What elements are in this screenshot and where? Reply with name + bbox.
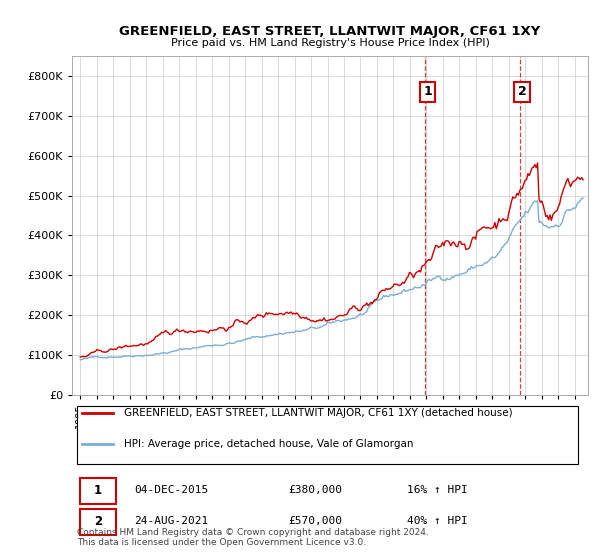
Text: Contains HM Land Registry data © Crown copyright and database right 2024.
This d: Contains HM Land Registry data © Crown c…	[77, 528, 429, 547]
FancyBboxPatch shape	[80, 478, 116, 504]
Text: GREENFIELD, EAST STREET, LLANTWIT MAJOR, CF61 1XY: GREENFIELD, EAST STREET, LLANTWIT MAJOR,…	[119, 25, 541, 38]
Text: 40% ↑ HPI: 40% ↑ HPI	[407, 516, 468, 526]
Text: 1: 1	[94, 484, 102, 497]
Text: 2: 2	[518, 85, 526, 99]
Text: 2: 2	[94, 515, 102, 528]
Text: 1: 1	[423, 85, 432, 99]
FancyBboxPatch shape	[80, 508, 116, 535]
Text: 16% ↑ HPI: 16% ↑ HPI	[407, 486, 468, 495]
Text: HPI: Average price, detached house, Vale of Glamorgan: HPI: Average price, detached house, Vale…	[124, 439, 413, 449]
Text: Price paid vs. HM Land Registry's House Price Index (HPI): Price paid vs. HM Land Registry's House …	[170, 38, 490, 48]
Text: 04-DEC-2015: 04-DEC-2015	[134, 486, 208, 495]
Text: GREENFIELD, EAST STREET, LLANTWIT MAJOR, CF61 1XY (detached house): GREENFIELD, EAST STREET, LLANTWIT MAJOR,…	[124, 408, 512, 418]
FancyBboxPatch shape	[77, 405, 578, 464]
Text: £380,000: £380,000	[289, 486, 343, 495]
Text: £570,000: £570,000	[289, 516, 343, 526]
Text: 24-AUG-2021: 24-AUG-2021	[134, 516, 208, 526]
